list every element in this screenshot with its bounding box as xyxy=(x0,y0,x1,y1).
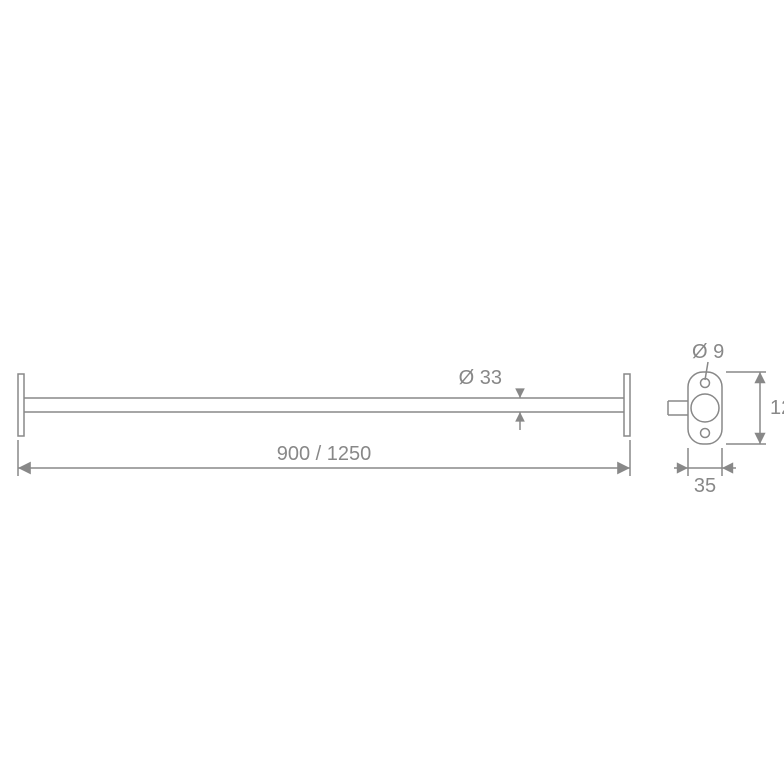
technical-drawing: Ø 33 900 / 1250 Ø 9 125 35 xyxy=(0,0,784,784)
bar-cross-section xyxy=(691,394,719,422)
hole-diameter-label: Ø 9 xyxy=(692,341,724,363)
mounting-hole-bottom xyxy=(701,429,710,438)
length-label: 900 / 1250 xyxy=(277,443,372,465)
bracket-width-label: 35 xyxy=(694,475,716,497)
bracket-height-label: 125 xyxy=(770,397,784,419)
bracket-plate xyxy=(688,372,722,444)
tube-diameter-label: Ø 33 xyxy=(459,367,502,389)
